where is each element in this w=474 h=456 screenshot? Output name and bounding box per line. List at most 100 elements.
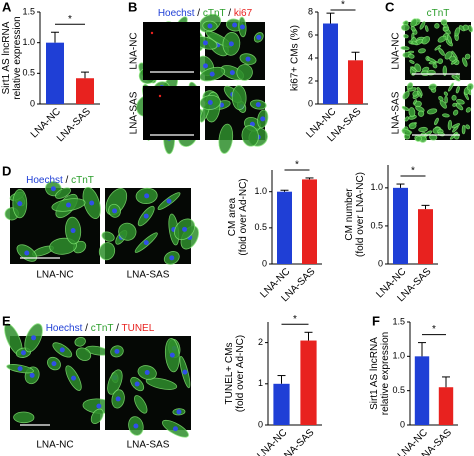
cell — [417, 48, 426, 54]
nucleus — [31, 335, 37, 341]
nucleus — [96, 403, 102, 409]
cell — [465, 107, 472, 113]
nucleus — [71, 375, 77, 381]
stain-label: cTnT — [427, 8, 450, 19]
row-label: LNA-SAS — [129, 91, 140, 134]
col-label: LNA-NC — [36, 270, 73, 281]
nucleus — [256, 34, 262, 40]
cell — [98, 242, 116, 261]
cell — [417, 110, 425, 117]
panel-letter: A — [2, 0, 12, 14]
col-label: LNA-NC — [36, 440, 73, 451]
micrograph — [401, 82, 474, 143]
y-axis-label: TUNEL+ CMs — [224, 343, 235, 405]
cell — [13, 411, 35, 424]
cell — [434, 117, 439, 126]
y-axis-label: ki67+ CMs (%) — [290, 25, 301, 91]
cell — [442, 26, 450, 32]
nucleus — [207, 99, 213, 105]
nucleus — [203, 63, 209, 69]
y-tick-label: 0.5 — [370, 220, 383, 230]
significance: * — [293, 314, 297, 325]
y-axis-label: relative expression — [12, 16, 23, 99]
nucleus — [24, 250, 30, 256]
y-axis-label: (fold over Ad-NC) — [235, 335, 246, 412]
cell — [462, 57, 468, 67]
nucleus — [172, 426, 178, 432]
dot — [150, 31, 154, 35]
bar — [438, 387, 454, 425]
cell — [403, 34, 409, 39]
micrograph — [400, 18, 473, 82]
y-axis-label: (fold over LNA-NC) — [355, 172, 366, 257]
micrograph — [105, 336, 191, 438]
nucleus — [70, 228, 76, 234]
y-tick-label: 6 — [308, 29, 313, 39]
bar — [277, 191, 292, 264]
significance: * — [411, 166, 415, 177]
cell — [412, 99, 417, 105]
bar — [323, 23, 338, 104]
cell — [426, 108, 438, 115]
nucleus — [182, 369, 188, 375]
cell — [412, 90, 419, 97]
nucleus — [239, 24, 245, 30]
cell — [411, 40, 418, 46]
nucleus — [209, 71, 215, 77]
cell — [241, 125, 259, 147]
nucleus — [144, 370, 150, 376]
nucleus — [112, 208, 118, 214]
bg — [143, 86, 200, 140]
cell — [432, 63, 438, 69]
y-axis-label: Sirt1 AS lncRNA — [369, 337, 380, 410]
cell — [444, 96, 448, 104]
micrograph — [4, 323, 116, 430]
cell — [90, 408, 104, 424]
stain-label: Hoechst / cTnT — [26, 175, 94, 186]
nucleus — [169, 352, 175, 358]
nucleus — [50, 186, 56, 192]
cell — [442, 113, 450, 118]
cell — [408, 107, 416, 118]
cell — [407, 87, 417, 92]
panel-letter: C — [385, 0, 395, 14]
stain-part: / — [113, 323, 121, 334]
nucleus — [17, 366, 23, 372]
y-tick-label: 1.0 — [370, 182, 383, 192]
cell — [134, 395, 148, 414]
stain-part: Hoechst — [158, 8, 195, 19]
nucleus — [202, 40, 208, 46]
y-axis-label: relative expression — [380, 332, 391, 415]
panel-letter: E — [2, 313, 11, 328]
cell — [446, 34, 453, 44]
y-axis-label: CM number — [344, 188, 355, 241]
cell — [434, 23, 440, 29]
cell — [454, 27, 460, 37]
error-bar — [81, 71, 89, 79]
cell — [465, 124, 471, 130]
cell — [447, 119, 452, 131]
nucleus — [182, 226, 188, 232]
significance: * — [341, 0, 345, 11]
cell — [145, 377, 178, 390]
stain-part: cTnT — [427, 8, 450, 19]
stain-part: / — [225, 8, 233, 19]
stain-part: / — [195, 8, 203, 19]
bar — [414, 356, 430, 425]
y-tick-label: 0.5 — [254, 222, 267, 232]
significance: * — [68, 14, 72, 25]
nucleus — [260, 116, 266, 122]
nucleus — [255, 102, 261, 108]
cell — [440, 19, 448, 26]
nucleus — [65, 202, 71, 208]
y-tick-label: 0.5 — [392, 385, 405, 395]
cell — [118, 222, 137, 241]
cell — [424, 25, 429, 32]
cell — [438, 47, 445, 56]
cell — [408, 122, 417, 130]
y-tick-label: 1.0 — [254, 186, 267, 196]
y-tick-label: 1.0 — [22, 37, 35, 47]
cell — [107, 369, 123, 395]
y-tick-label: 1.5 — [392, 316, 405, 326]
